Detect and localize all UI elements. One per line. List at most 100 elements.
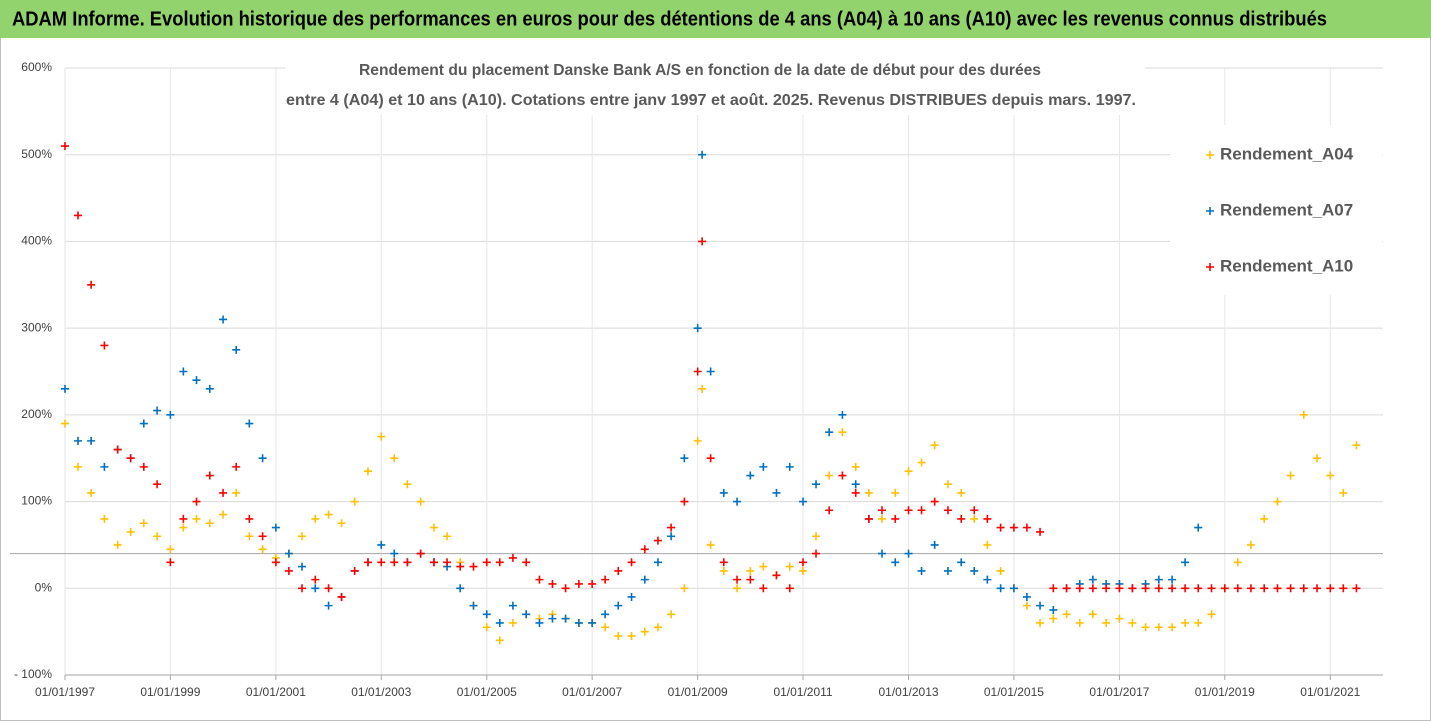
data-point	[1102, 584, 1111, 593]
data-point	[851, 488, 860, 497]
data-point	[429, 558, 438, 567]
data-point	[232, 345, 241, 354]
data-point	[166, 558, 175, 567]
data-point	[943, 566, 952, 575]
x-tick-label: 01/01/2005	[457, 685, 517, 699]
data-point	[627, 631, 636, 640]
data-point	[601, 575, 610, 584]
data-point	[416, 549, 425, 558]
data-point	[73, 436, 82, 445]
data-point	[1339, 488, 1348, 497]
data-point	[245, 532, 254, 541]
data-point	[1141, 623, 1150, 632]
data-point	[930, 540, 939, 549]
data-point	[61, 384, 69, 393]
data-point	[970, 506, 979, 515]
data-point	[298, 562, 307, 571]
data-point	[508, 553, 517, 562]
data-point	[258, 545, 267, 554]
data-point	[126, 527, 135, 536]
data-point	[1062, 610, 1071, 619]
data-point	[1233, 558, 1242, 567]
data-point	[799, 566, 808, 575]
data-point	[1260, 584, 1269, 593]
data-point	[1260, 514, 1269, 523]
data-point	[1168, 584, 1177, 593]
chart-title: Rendement du placement Danske Bank A/S e…	[359, 62, 1041, 79]
data-point	[284, 566, 293, 575]
data-point	[482, 623, 491, 632]
data-point	[812, 532, 821, 541]
data-point	[601, 610, 610, 619]
data-point	[377, 558, 386, 567]
data-point	[271, 558, 280, 567]
data-point	[1036, 601, 1045, 610]
data-point	[812, 549, 821, 558]
data-point	[1313, 584, 1322, 593]
data-point	[877, 506, 886, 515]
data-point	[877, 514, 886, 523]
data-point	[1233, 584, 1242, 593]
x-tick-label: 01/01/2019	[1195, 685, 1255, 699]
data-point	[522, 558, 531, 567]
data-point	[1326, 584, 1335, 593]
data-point	[785, 462, 794, 471]
data-point	[917, 458, 926, 467]
data-point	[706, 367, 715, 376]
data-point	[153, 406, 162, 415]
data-point	[100, 341, 109, 350]
data-point	[996, 584, 1005, 593]
data-point	[1194, 584, 1203, 593]
data-point	[153, 532, 162, 541]
data-point	[983, 540, 992, 549]
x-tick-label: 01/01/2017	[1089, 685, 1149, 699]
data-point	[469, 601, 478, 610]
data-point	[179, 367, 188, 376]
data-point	[719, 566, 728, 575]
data-point	[100, 514, 109, 523]
legend-label: Rendement_A04	[1220, 144, 1354, 163]
data-point	[219, 510, 228, 519]
data-point	[73, 462, 82, 471]
data-point	[693, 436, 702, 445]
data-point	[627, 558, 636, 567]
data-point	[917, 566, 926, 575]
data-point	[970, 514, 979, 523]
data-point	[73, 211, 82, 220]
data-point	[1194, 618, 1203, 627]
data-point	[996, 566, 1005, 575]
y-tick-label: - 100%	[14, 667, 52, 681]
data-point	[588, 579, 597, 588]
data-point	[1207, 610, 1216, 619]
data-point	[311, 514, 320, 523]
data-point	[377, 432, 386, 441]
data-point	[1036, 618, 1045, 627]
data-point	[377, 540, 386, 549]
data-point	[139, 419, 148, 428]
data-point	[561, 584, 570, 593]
data-point	[166, 410, 175, 419]
data-point	[1154, 584, 1163, 593]
data-point	[232, 488, 241, 497]
data-point	[1154, 623, 1163, 632]
data-point	[1115, 584, 1124, 593]
data-point	[456, 562, 465, 571]
data-point	[298, 532, 307, 541]
x-tick-label: 01/01/2007	[562, 685, 622, 699]
legend-marker	[1206, 151, 1214, 159]
data-point	[87, 280, 96, 289]
data-point	[219, 488, 228, 497]
data-point	[864, 514, 873, 523]
data-point	[429, 523, 438, 532]
data-point	[245, 419, 254, 428]
data-point	[614, 631, 623, 640]
data-point	[812, 480, 821, 489]
data-point	[1115, 614, 1124, 623]
data-point	[232, 462, 241, 471]
data-point	[614, 566, 623, 575]
data-point	[508, 601, 517, 610]
data-point	[1049, 605, 1058, 614]
data-point	[653, 623, 662, 632]
data-point	[759, 584, 768, 593]
